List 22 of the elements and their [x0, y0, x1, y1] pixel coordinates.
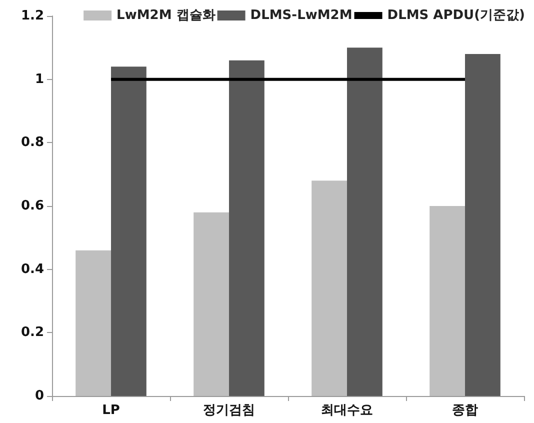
- y-tick-label: 0.2: [20, 325, 44, 340]
- y-tick-label: 0.8: [20, 135, 44, 150]
- bar: [430, 206, 465, 396]
- bar: [76, 250, 111, 396]
- bar: [312, 180, 347, 396]
- x-tick-label: 최대수요: [321, 403, 373, 418]
- bar: [111, 66, 146, 396]
- y-tick-label: 0: [34, 388, 44, 404]
- legend-label: DLMS-LwM2M: [250, 8, 352, 23]
- x-tick-label: LP: [102, 403, 120, 418]
- legend-label: LwM2M 캡슐화: [116, 8, 216, 23]
- bar: [347, 48, 382, 396]
- legend-label: DLMS APDU(기준값): [387, 8, 525, 23]
- y-tick-label: 0.4: [20, 262, 44, 277]
- x-tick-label: 정기검침: [203, 403, 255, 418]
- y-tick-label: 0.6: [20, 198, 44, 214]
- y-tick-label: 1: [34, 72, 44, 87]
- bar: [465, 54, 500, 396]
- x-tick-label: 종합: [452, 403, 478, 418]
- bar: [229, 60, 264, 396]
- bar: [194, 212, 229, 396]
- y-tick-label: 1.2: [20, 8, 44, 24]
